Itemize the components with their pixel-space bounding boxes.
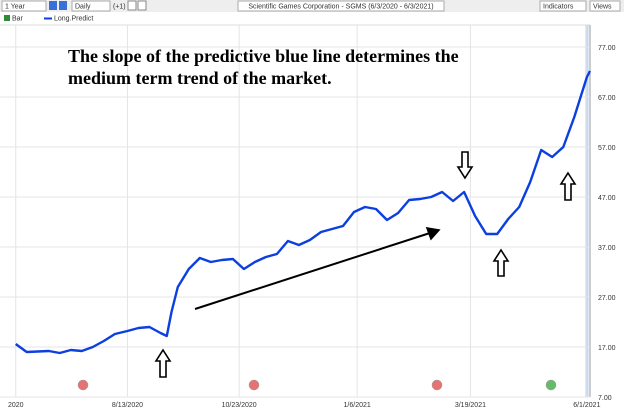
x-tick-label: 1/6/2021 — [344, 402, 371, 409]
x-tick-label: 2020 — [8, 402, 24, 409]
signals — [77, 379, 557, 391]
signal — [77, 379, 89, 391]
down-arrow — [456, 151, 474, 180]
y-tick-label: 27.00 — [598, 295, 616, 302]
annotation: medium term trend of the market. — [68, 68, 332, 88]
series-line — [14, 70, 592, 355]
legend-bar-icon — [4, 15, 10, 21]
plot — [0, 25, 592, 398]
y-tick-label: 17.00 — [598, 345, 616, 352]
up-arrow — [559, 171, 577, 201]
zoom-in[interactable] — [49, 1, 57, 10]
arrows — [154, 151, 577, 378]
y-tick-label: 37.00 — [598, 245, 616, 252]
views-label: Views — [593, 3, 612, 10]
annotation: The slope of the predictive blue line de… — [68, 46, 459, 66]
y-tick-label: 47.00 — [598, 195, 616, 202]
legend-label: Long.Predict — [54, 15, 93, 22]
up-arrow — [492, 248, 510, 277]
y-tick-label: 7.00 — [598, 395, 612, 402]
legend-bar: Bar — [12, 15, 24, 22]
indicators-select[interactable] — [539, 0, 587, 12]
signal — [248, 379, 260, 391]
offset-up[interactable] — [127, 0, 137, 11]
title-box — [237, 0, 445, 12]
chart-title: Scientific Games Corporation - SGMS (6/3… — [248, 3, 433, 10]
signal — [431, 379, 443, 391]
zoom-out[interactable] — [59, 1, 67, 10]
y-tick-label: 67.00 — [598, 95, 616, 102]
x-tick-label: 3/19/2021 — [455, 402, 486, 409]
trend-arrow — [194, 232, 431, 310]
indicators-label: Indicators — [543, 3, 574, 10]
y-tick-label: 57.00 — [598, 145, 616, 152]
period-select[interactable] — [1, 0, 47, 12]
x-tick-label: 6/1/2021 — [573, 402, 600, 409]
interval-label: Daily — [75, 3, 91, 10]
y-tick-label: 77.00 — [598, 45, 616, 52]
x-tick-label: 10/23/2020 — [222, 402, 257, 409]
up-arrow — [154, 348, 172, 378]
trend-arrow-head — [425, 226, 441, 241]
x-tick-label: 8/13/2020 — [112, 402, 143, 409]
offset-down[interactable] — [137, 0, 147, 11]
views-select[interactable] — [589, 0, 621, 12]
interval-select[interactable] — [71, 0, 111, 12]
offset-label: (+1) — [113, 3, 126, 10]
period-label: 1 Year — [5, 3, 26, 10]
signal — [545, 379, 557, 391]
